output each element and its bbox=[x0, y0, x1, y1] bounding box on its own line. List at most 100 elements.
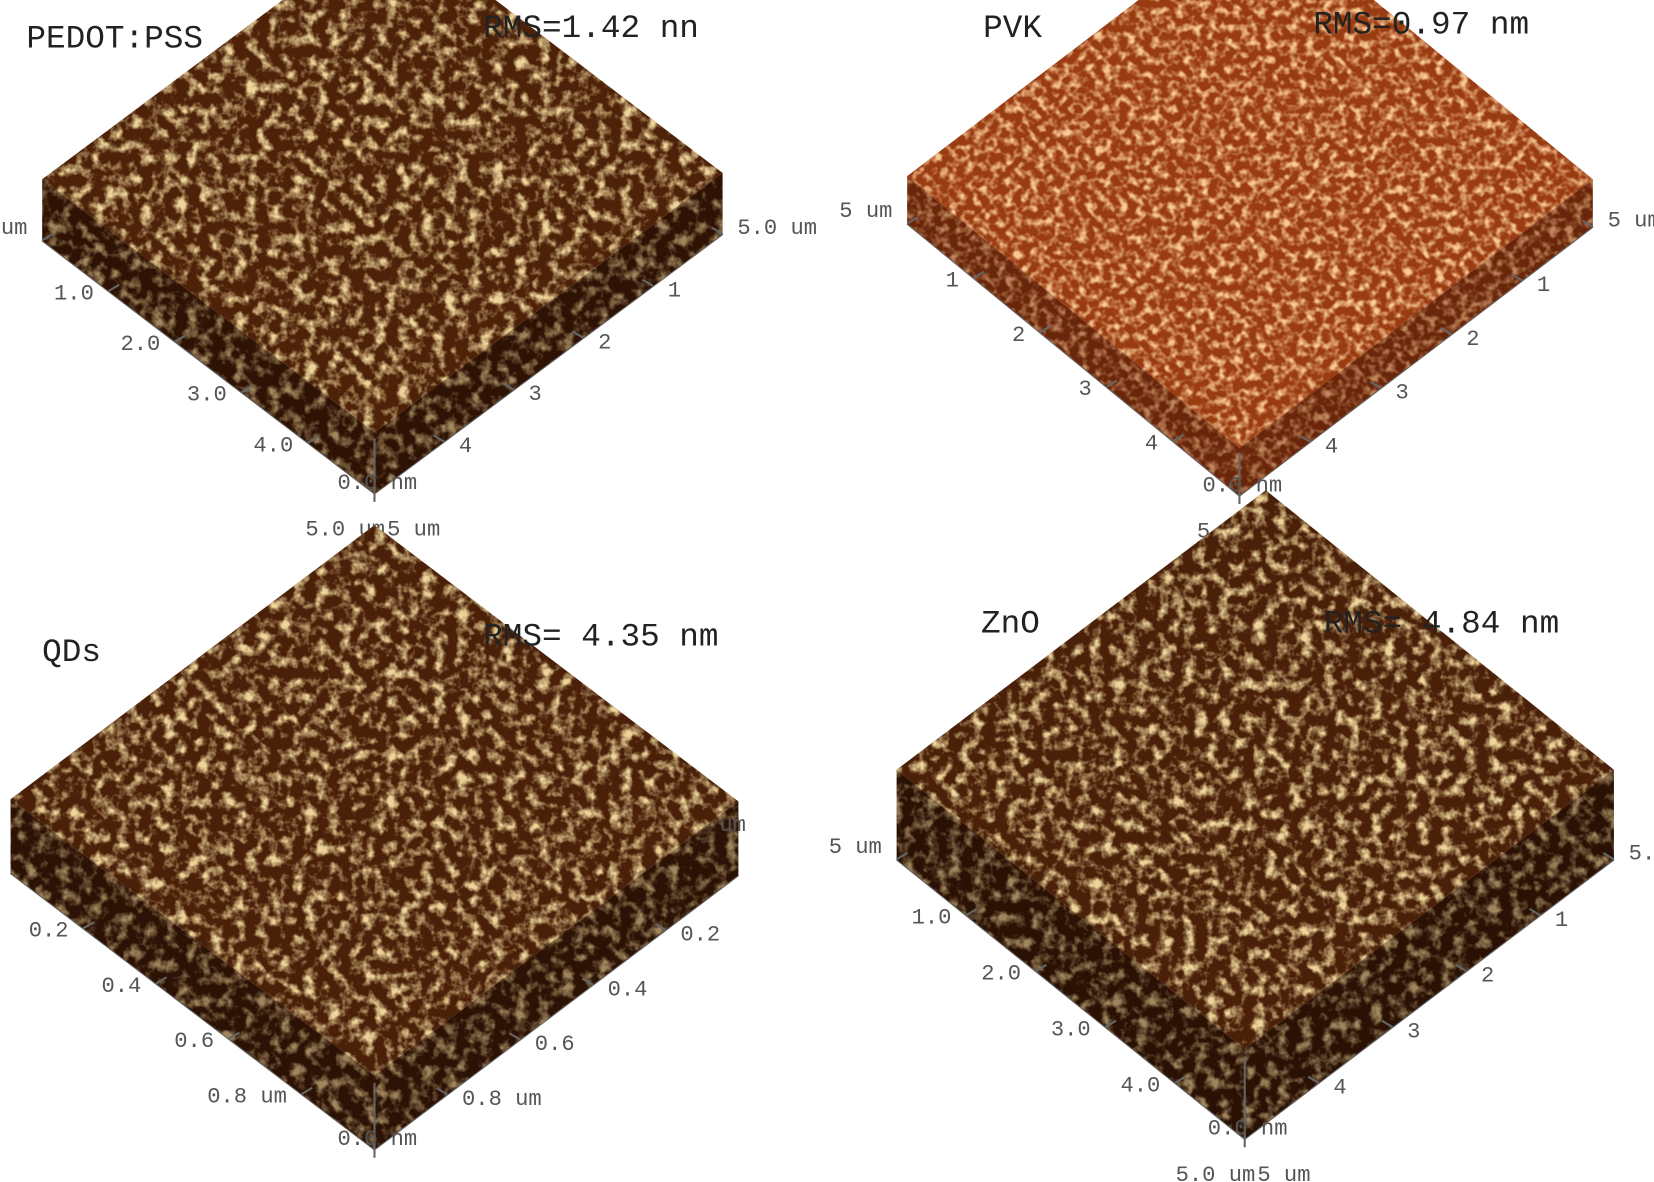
tick-mark bbox=[241, 385, 253, 394]
tick-label: 3.0 bbox=[187, 383, 227, 408]
panel-label: PEDOT:PSS bbox=[26, 20, 203, 57]
tick-label: 2 bbox=[1481, 964, 1494, 989]
panel-label: ZnO bbox=[981, 606, 1040, 643]
tick-label: 1.0 bbox=[912, 906, 952, 931]
tick-label: 2 bbox=[1012, 323, 1025, 348]
tick-label: 0.8 um bbox=[462, 1087, 542, 1112]
tick-mark bbox=[581, 977, 594, 986]
z-label: 0.0 nm bbox=[338, 471, 418, 496]
tick-label: 1 bbox=[946, 268, 959, 293]
surface-side-texture bbox=[896, 769, 1614, 1139]
tick-mark bbox=[1035, 963, 1047, 973]
tick-mark bbox=[654, 922, 667, 931]
tick-label: 1 bbox=[668, 279, 681, 304]
panel-label: PVK bbox=[983, 10, 1042, 47]
tick-mark bbox=[41, 233, 54, 242]
tick-mark bbox=[641, 278, 654, 287]
tick-label: 5.0 um bbox=[737, 216, 817, 241]
tick-mark bbox=[228, 1031, 240, 1040]
tick-mark bbox=[108, 283, 120, 292]
tick-mark bbox=[432, 434, 445, 443]
tick-label: 3.0 bbox=[1051, 1017, 1091, 1042]
surface-side-texture bbox=[42, 172, 723, 494]
tick-label: 1 bbox=[1537, 273, 1550, 298]
tick-label: 3 bbox=[528, 382, 541, 407]
tick-mark bbox=[82, 921, 95, 930]
surface-side-texture bbox=[10, 799, 739, 1150]
rms-label: RMS=0.97 nm bbox=[1313, 7, 1529, 44]
tick-mark bbox=[1369, 380, 1382, 389]
tick-mark bbox=[1511, 273, 1523, 282]
tick-label: 4.0 bbox=[253, 433, 293, 458]
tick-label: 5 um bbox=[829, 835, 882, 860]
tick-label: 5 um bbox=[1608, 209, 1654, 234]
tick-label: 2 bbox=[1466, 327, 1479, 352]
z-label: 0.0 nm bbox=[1208, 1117, 1288, 1142]
tick-label: 3 bbox=[1078, 377, 1091, 402]
tick-mark bbox=[1307, 1075, 1320, 1084]
z-label: 0.0 nm bbox=[338, 1127, 418, 1152]
tick-mark bbox=[155, 976, 168, 985]
surface-texture bbox=[42, 0, 723, 433]
tick-label: 0.2 bbox=[29, 919, 69, 944]
panel-label: QDs bbox=[42, 634, 101, 671]
tick-label: 0.6 bbox=[174, 1029, 214, 1054]
tick-mark bbox=[1602, 852, 1615, 861]
tick-label: 4 bbox=[1333, 1075, 1346, 1100]
tick-label: 5 um bbox=[839, 199, 892, 224]
tick-mark bbox=[711, 226, 724, 235]
tick-mark bbox=[1528, 908, 1541, 917]
tick-label: 4.0 bbox=[1120, 1073, 1160, 1098]
tick-label: 5 um bbox=[0, 216, 27, 241]
tick-mark bbox=[1104, 1019, 1117, 1028]
tick-mark bbox=[1581, 219, 1594, 228]
tick-mark bbox=[307, 435, 320, 444]
tick-mark bbox=[436, 1087, 448, 1096]
tick-label: 4 bbox=[459, 434, 472, 459]
tick-label: 0.2 bbox=[680, 923, 720, 948]
tick-mark bbox=[572, 330, 584, 339]
tick-label: 0.4 bbox=[608, 977, 648, 1002]
tick-label: 2.0 bbox=[981, 962, 1021, 987]
surface-texture bbox=[10, 525, 739, 1076]
tick-mark bbox=[1172, 433, 1185, 443]
tick-mark bbox=[896, 852, 908, 861]
tick-mark bbox=[906, 216, 919, 225]
tick-label: 0.8 um bbox=[207, 1085, 287, 1110]
tick-mark bbox=[502, 382, 515, 391]
surface-texture bbox=[907, 0, 1593, 449]
tick-mark bbox=[1039, 325, 1052, 334]
tick-label: um bbox=[719, 813, 746, 838]
tick-mark bbox=[1105, 379, 1118, 388]
tick-label: 3 bbox=[1407, 1020, 1420, 1045]
rms-label: RMS= 4.35 nm bbox=[483, 618, 718, 655]
tick-label: 4 bbox=[1325, 434, 1338, 459]
rms-label: RMS= 4.84 nm bbox=[1324, 606, 1559, 643]
tick-mark bbox=[1455, 963, 1467, 973]
tick-label: 1.0 bbox=[54, 281, 94, 306]
tick-label: 5.0 bbox=[1629, 841, 1654, 866]
tick-mark bbox=[1381, 1019, 1393, 1028]
tick-label: 0.6 bbox=[535, 1032, 575, 1057]
rms-label: RMS=1.42 nn bbox=[483, 10, 699, 47]
tick-label: 5.0 um bbox=[1176, 1163, 1256, 1182]
tick-label: 2.0 bbox=[120, 332, 160, 357]
tick-mark bbox=[1440, 327, 1453, 336]
tick-mark bbox=[1174, 1075, 1187, 1084]
tick-mark bbox=[973, 270, 985, 279]
tick-mark bbox=[965, 908, 978, 917]
tick-label: 2 bbox=[598, 330, 611, 355]
tick-label: 3 bbox=[1396, 381, 1409, 406]
surface-texture bbox=[896, 490, 1614, 1050]
tick-label: 4 bbox=[1145, 432, 1158, 457]
tick-label: 0.4 bbox=[101, 974, 141, 999]
tick-label: 5 um bbox=[1257, 1163, 1310, 1182]
tick-label: 1 bbox=[1555, 908, 1568, 933]
tick-mark bbox=[1299, 434, 1311, 443]
tick-mark bbox=[174, 334, 187, 343]
tick-mark bbox=[301, 1086, 313, 1095]
tick-mark bbox=[508, 1032, 521, 1041]
tick-label: 5 um bbox=[387, 518, 440, 543]
